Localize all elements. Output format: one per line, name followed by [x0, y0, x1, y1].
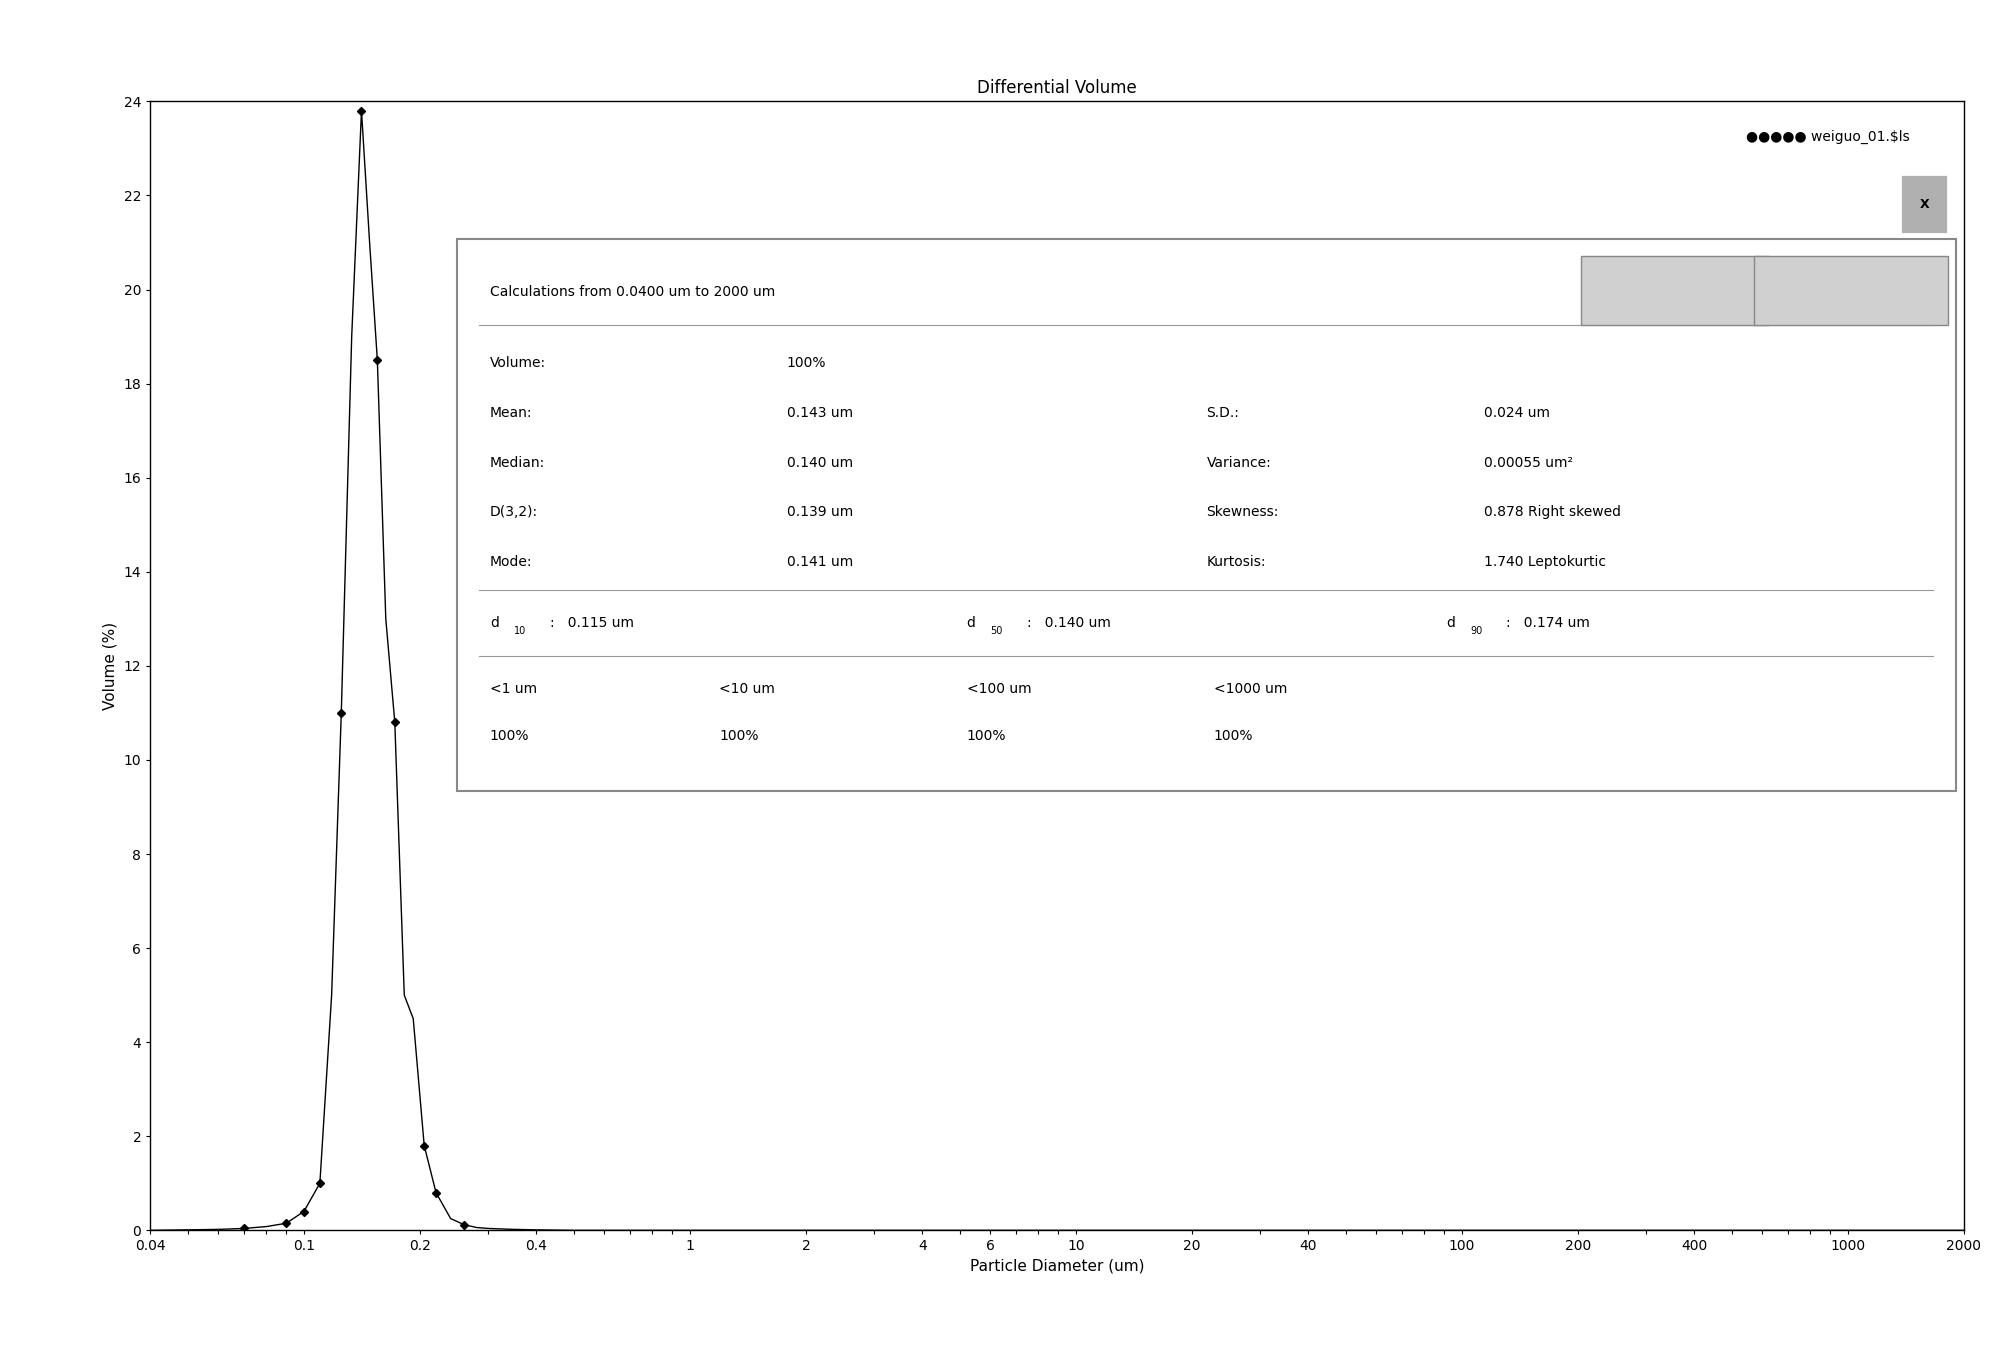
Text: 90: 90: [1471, 626, 1483, 635]
X-axis label: Particle Diameter (um): Particle Diameter (um): [970, 1259, 1144, 1274]
FancyBboxPatch shape: [1754, 256, 1948, 324]
Text: Mode:: Mode:: [489, 556, 533, 569]
Text: 0.878 Right skewed: 0.878 Right skewed: [1483, 506, 1621, 519]
FancyBboxPatch shape: [1581, 256, 1768, 324]
Text: <1 um: <1 um: [489, 681, 537, 696]
Text: 100%: 100%: [719, 729, 760, 742]
Text: 50: 50: [990, 626, 1002, 635]
Text: Calculations from 0.0400 um to 2000 um: Calculations from 0.0400 um to 2000 um: [489, 285, 776, 299]
Text: d: d: [1447, 615, 1455, 630]
Text: <1000 um: <1000 um: [1214, 681, 1287, 696]
Text: Close: Close: [1832, 283, 1870, 297]
Text: S.D.:: S.D.:: [1206, 406, 1238, 420]
Text: 100%: 100%: [966, 729, 1006, 742]
Text: 100%: 100%: [489, 729, 529, 742]
Text: d: d: [489, 615, 499, 630]
Text: 100%: 100%: [788, 357, 826, 370]
Text: 10: 10: [513, 626, 527, 635]
Text: 0.143 um: 0.143 um: [788, 406, 854, 420]
Text: d: d: [966, 615, 976, 630]
Text: :   0.115 um: : 0.115 um: [549, 615, 633, 630]
Text: D(3,2):: D(3,2):: [489, 506, 537, 519]
Text: :   0.174 um: : 0.174 um: [1507, 615, 1589, 630]
Text: Skewness:: Skewness:: [1206, 506, 1279, 519]
Text: Save: Save: [1657, 283, 1691, 297]
Text: X: X: [1920, 197, 1930, 211]
Text: :   0.140 um: : 0.140 um: [1026, 615, 1110, 630]
Text: ●●●●● weiguo_01.$ls: ●●●●● weiguo_01.$ls: [1745, 130, 1910, 143]
Text: 0.024 um: 0.024 um: [1483, 406, 1549, 420]
Title: Differential Volume: Differential Volume: [978, 78, 1136, 97]
Text: Volume Statistics (Arithmetic)   weiguo_01.$ls: Volume Statistics (Arithmetic) weiguo_01…: [479, 196, 900, 212]
Text: Volume:: Volume:: [489, 357, 545, 370]
Text: Median:: Median:: [489, 456, 545, 469]
FancyBboxPatch shape: [1900, 174, 1948, 234]
Text: 0.139 um: 0.139 um: [788, 506, 854, 519]
Text: 100%: 100%: [1214, 729, 1252, 742]
Y-axis label: Volume (%): Volume (%): [102, 622, 118, 710]
Text: Kurtosis:: Kurtosis:: [1206, 556, 1267, 569]
Text: 1.740 Leptokurtic: 1.740 Leptokurtic: [1483, 556, 1605, 569]
Text: 0.00055 um²: 0.00055 um²: [1483, 456, 1573, 469]
Text: 0.141 um: 0.141 um: [788, 556, 854, 569]
Text: Mean:: Mean:: [489, 406, 533, 420]
Text: Variance:: Variance:: [1206, 456, 1271, 469]
Text: <100 um: <100 um: [966, 681, 1032, 696]
Text: 0.140 um: 0.140 um: [788, 456, 854, 469]
Text: <10 um: <10 um: [719, 681, 776, 696]
